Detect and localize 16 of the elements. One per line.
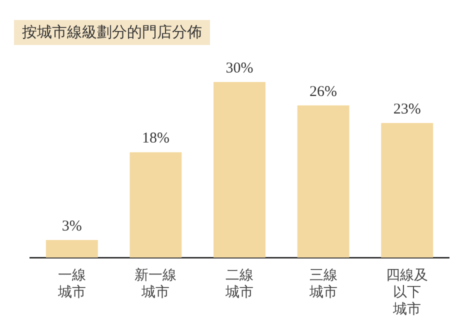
data-label: 3%	[62, 218, 82, 234]
data-label: 18%	[142, 130, 170, 147]
x-tick-label: 四線及以下城市	[386, 268, 428, 318]
data-label: 30%	[226, 60, 254, 76]
chart-title: 按城市線級劃分的門店分佈	[14, 20, 210, 45]
bar	[381, 122, 434, 258]
x-tick-label: 一線城市	[56, 268, 86, 300]
bar	[46, 240, 98, 258]
data-label: 23%	[393, 101, 421, 118]
bar	[297, 105, 350, 258]
x-tick-label: 新一線城市	[134, 268, 177, 300]
x-tick-label: 二線城市	[224, 268, 254, 300]
data-label: 26%	[310, 84, 338, 100]
x-tick-label: 三線城市	[308, 268, 338, 300]
bar	[130, 152, 182, 258]
bar	[214, 82, 266, 258]
